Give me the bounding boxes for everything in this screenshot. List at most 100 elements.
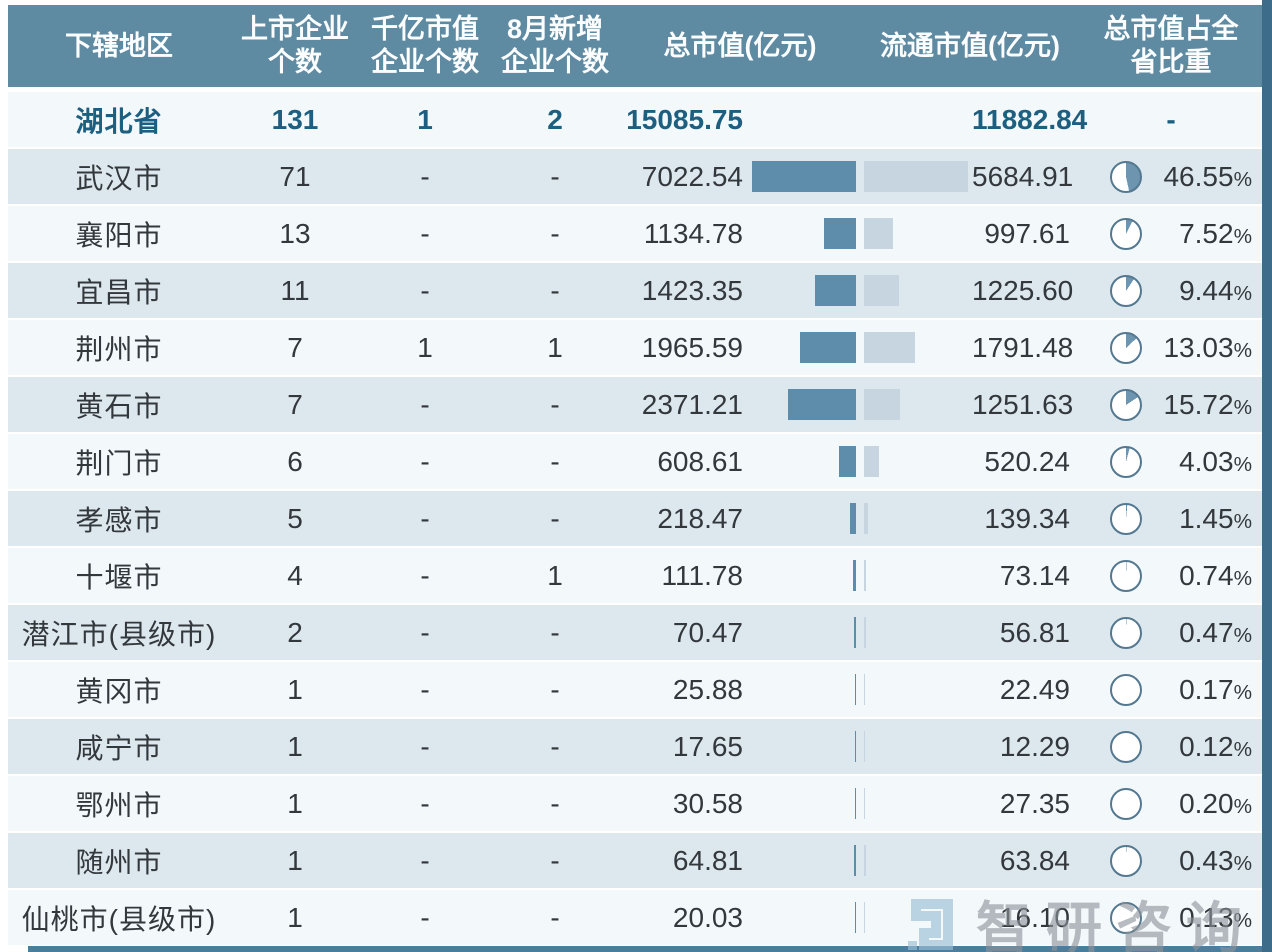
circulating-cap-bar [864, 161, 968, 192]
share-percent-cell: 0.20% [1179, 787, 1252, 819]
listed-count-cell: 1 [287, 730, 303, 762]
share-pie-icon [1110, 274, 1142, 307]
share-pie-cell [1080, 331, 1158, 364]
share-pie-cell [1080, 445, 1158, 478]
table-header-row: 下辖地区 上市企业 个数 千亿市值 企业个数 8月新增 企业个数 总市值(亿元)… [8, 5, 1262, 87]
august-new-count-cell: - [550, 274, 560, 306]
hundred-billion-count-cell: - [420, 616, 430, 648]
table-row: 十堰市 4 - 1 111.78 73.14 0.74% [8, 546, 1262, 603]
share-pie-cell [1080, 844, 1158, 877]
august-new-count-cell: - [550, 388, 560, 420]
circulating-cap-bar [864, 389, 900, 420]
total-cap-bar [855, 788, 856, 819]
header-total-cap: 总市值(亿元) [663, 30, 817, 61]
header-august-new-count: 8月新增 企业个数 [501, 14, 609, 77]
table-row: 武汉市 71 - - 7022.54 5684.91 46.55% [8, 147, 1262, 204]
listed-count-cell: 7 [287, 331, 303, 363]
header-circulating-cap: 流通市值(亿元) [880, 30, 1060, 61]
circulating-cap-value-cell: 1791.48 [972, 331, 1074, 363]
circulating-cap-bar-cell [860, 263, 972, 318]
total-cap-bar-cell [747, 548, 860, 603]
table-row: 荆州市 7 1 1 1965.59 1791.48 13.03% [8, 318, 1262, 375]
august-new-count-cell: - [550, 730, 560, 762]
hundred-billion-count-cell: - [420, 445, 430, 477]
hundred-billion-count-cell: - [420, 730, 430, 762]
table-row: 潜江市(县级市) 2 - - 70.47 56.81 0.47% [8, 603, 1262, 660]
share-pie-icon [1110, 331, 1142, 364]
listed-count-cell: 1 [287, 844, 303, 876]
header-hundred-billion-count: 千亿市值 企业个数 [371, 14, 479, 77]
circulating-cap-bar-cell [860, 377, 972, 432]
total-cap-bar-cell [747, 263, 860, 318]
listed-count-cell: 1 [287, 787, 303, 819]
total-cap-bar [752, 161, 856, 192]
circulating-cap-value-cell: 27.35 [999, 787, 1070, 819]
share-pie-icon [1110, 502, 1142, 535]
region-cell: 湖北省 [75, 105, 163, 137]
hundred-billion-count-cell: - [420, 673, 430, 705]
market-cap-table: 下辖地区 上市企业 个数 千亿市值 企业个数 8月新增 企业个数 总市值(亿元)… [8, 5, 1262, 945]
circulating-cap-bar-cell [860, 491, 972, 546]
circulating-cap-bar [864, 218, 893, 249]
circulating-cap-bar [864, 332, 916, 363]
header-region: 下辖地区 [65, 30, 173, 61]
august-new-count-cell: - [550, 844, 560, 876]
total-cap-value-cell: 70.47 [672, 616, 743, 648]
region-cell: 武汉市 [75, 162, 163, 194]
share-pie-icon [1110, 445, 1142, 478]
circulating-cap-bar-cell [860, 206, 972, 261]
table-row: 鄂州市 1 - - 30.58 27.35 0.20% [8, 774, 1262, 831]
share-percent-cell: 9.44% [1179, 274, 1252, 306]
circulating-cap-value-cell: 16.10 [999, 901, 1070, 933]
share-pie-icon [1110, 388, 1142, 421]
total-cap-bar-cell [747, 434, 860, 489]
province-summary-row: 湖北省 131 1 2 15085.75 11882.84 - [8, 90, 1262, 147]
circulating-cap-bar-cell [860, 149, 972, 204]
circulating-cap-bar [864, 275, 900, 306]
share-percent-cell: 0.12% [1179, 730, 1252, 762]
bottom-edge-strip [28, 946, 1262, 952]
august-new-count-cell: - [550, 217, 560, 249]
total-cap-bar [838, 446, 856, 477]
listed-count-cell: 5 [287, 502, 303, 534]
august-new-count-cell: - [550, 445, 560, 477]
listed-count-cell: 71 [279, 160, 311, 192]
circulating-cap-value-cell: 56.81 [999, 616, 1070, 648]
circulating-cap-value-cell: 1251.63 [972, 388, 1074, 420]
share-pie-icon [1110, 787, 1142, 820]
total-cap-bar-cell [747, 206, 860, 261]
listed-count-cell: 4 [287, 559, 303, 591]
share-pie-cell [1080, 217, 1158, 250]
circulating-cap-bar [864, 560, 867, 591]
listed-count-cell: 11 [280, 274, 310, 306]
share-pie-cell [1080, 274, 1158, 307]
header-share-of-province: 总市值占全 省比重 [1103, 14, 1239, 77]
share-percent-cell: 4.03% [1179, 445, 1252, 477]
share-percent-cell: 0.74% [1179, 559, 1252, 591]
circulating-cap-bar-cell [860, 320, 972, 375]
region-cell: 宜昌市 [75, 276, 163, 308]
share-percent-cell: 0.43% [1179, 844, 1252, 876]
hundred-billion-count-cell: 1 [417, 103, 433, 135]
total-cap-value-cell: 30.58 [672, 787, 743, 819]
total-cap-value-cell: 20.03 [672, 901, 743, 933]
circulating-cap-value-cell: 12.29 [999, 730, 1070, 762]
august-new-count-cell: - [550, 787, 560, 819]
share-pie-cell [1080, 730, 1158, 763]
circulating-cap-bar-cell [860, 434, 972, 489]
region-cell: 潜江市(县级市) [21, 618, 217, 650]
circulating-cap-value-cell: 73.14 [999, 559, 1070, 591]
total-cap-bar-cell [747, 377, 860, 432]
hundred-billion-count-cell: - [420, 217, 430, 249]
region-cell: 孝感市 [75, 504, 163, 536]
august-new-count-cell: - [550, 160, 560, 192]
hundred-billion-count-cell: - [420, 388, 430, 420]
hundred-billion-count-cell: - [420, 787, 430, 819]
table-row: 襄阳市 13 - - 1134.78 997.61 7.52% [8, 204, 1262, 261]
total-cap-value-cell: 1423.35 [641, 274, 743, 306]
circulating-cap-bar-cell [860, 548, 972, 603]
table-row: 黄石市 7 - - 2371.21 1251.63 15.72% [8, 375, 1262, 432]
share-pie-icon [1110, 616, 1142, 649]
share-pie-icon [1110, 559, 1142, 592]
